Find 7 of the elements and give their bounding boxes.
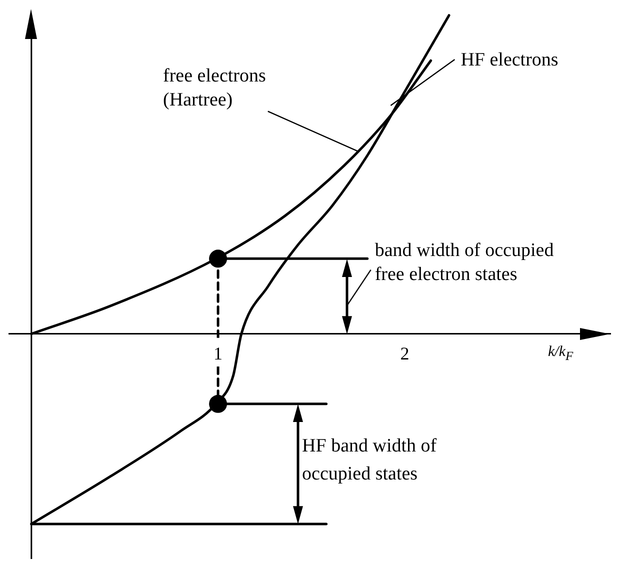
- annotation: HF band width of occupied states: [302, 436, 438, 485]
- annotation: HF electrons: [460, 49, 558, 70]
- x-tick-label: 1: [214, 343, 223, 364]
- annotation: free electrons (Hartree): [163, 65, 266, 110]
- annotation: band width of occupied free electron states: [374, 240, 554, 285]
- x-axis-title: k/k$_{F}$: [548, 344, 574, 364]
- x-tick-label: 2: [400, 343, 410, 364]
